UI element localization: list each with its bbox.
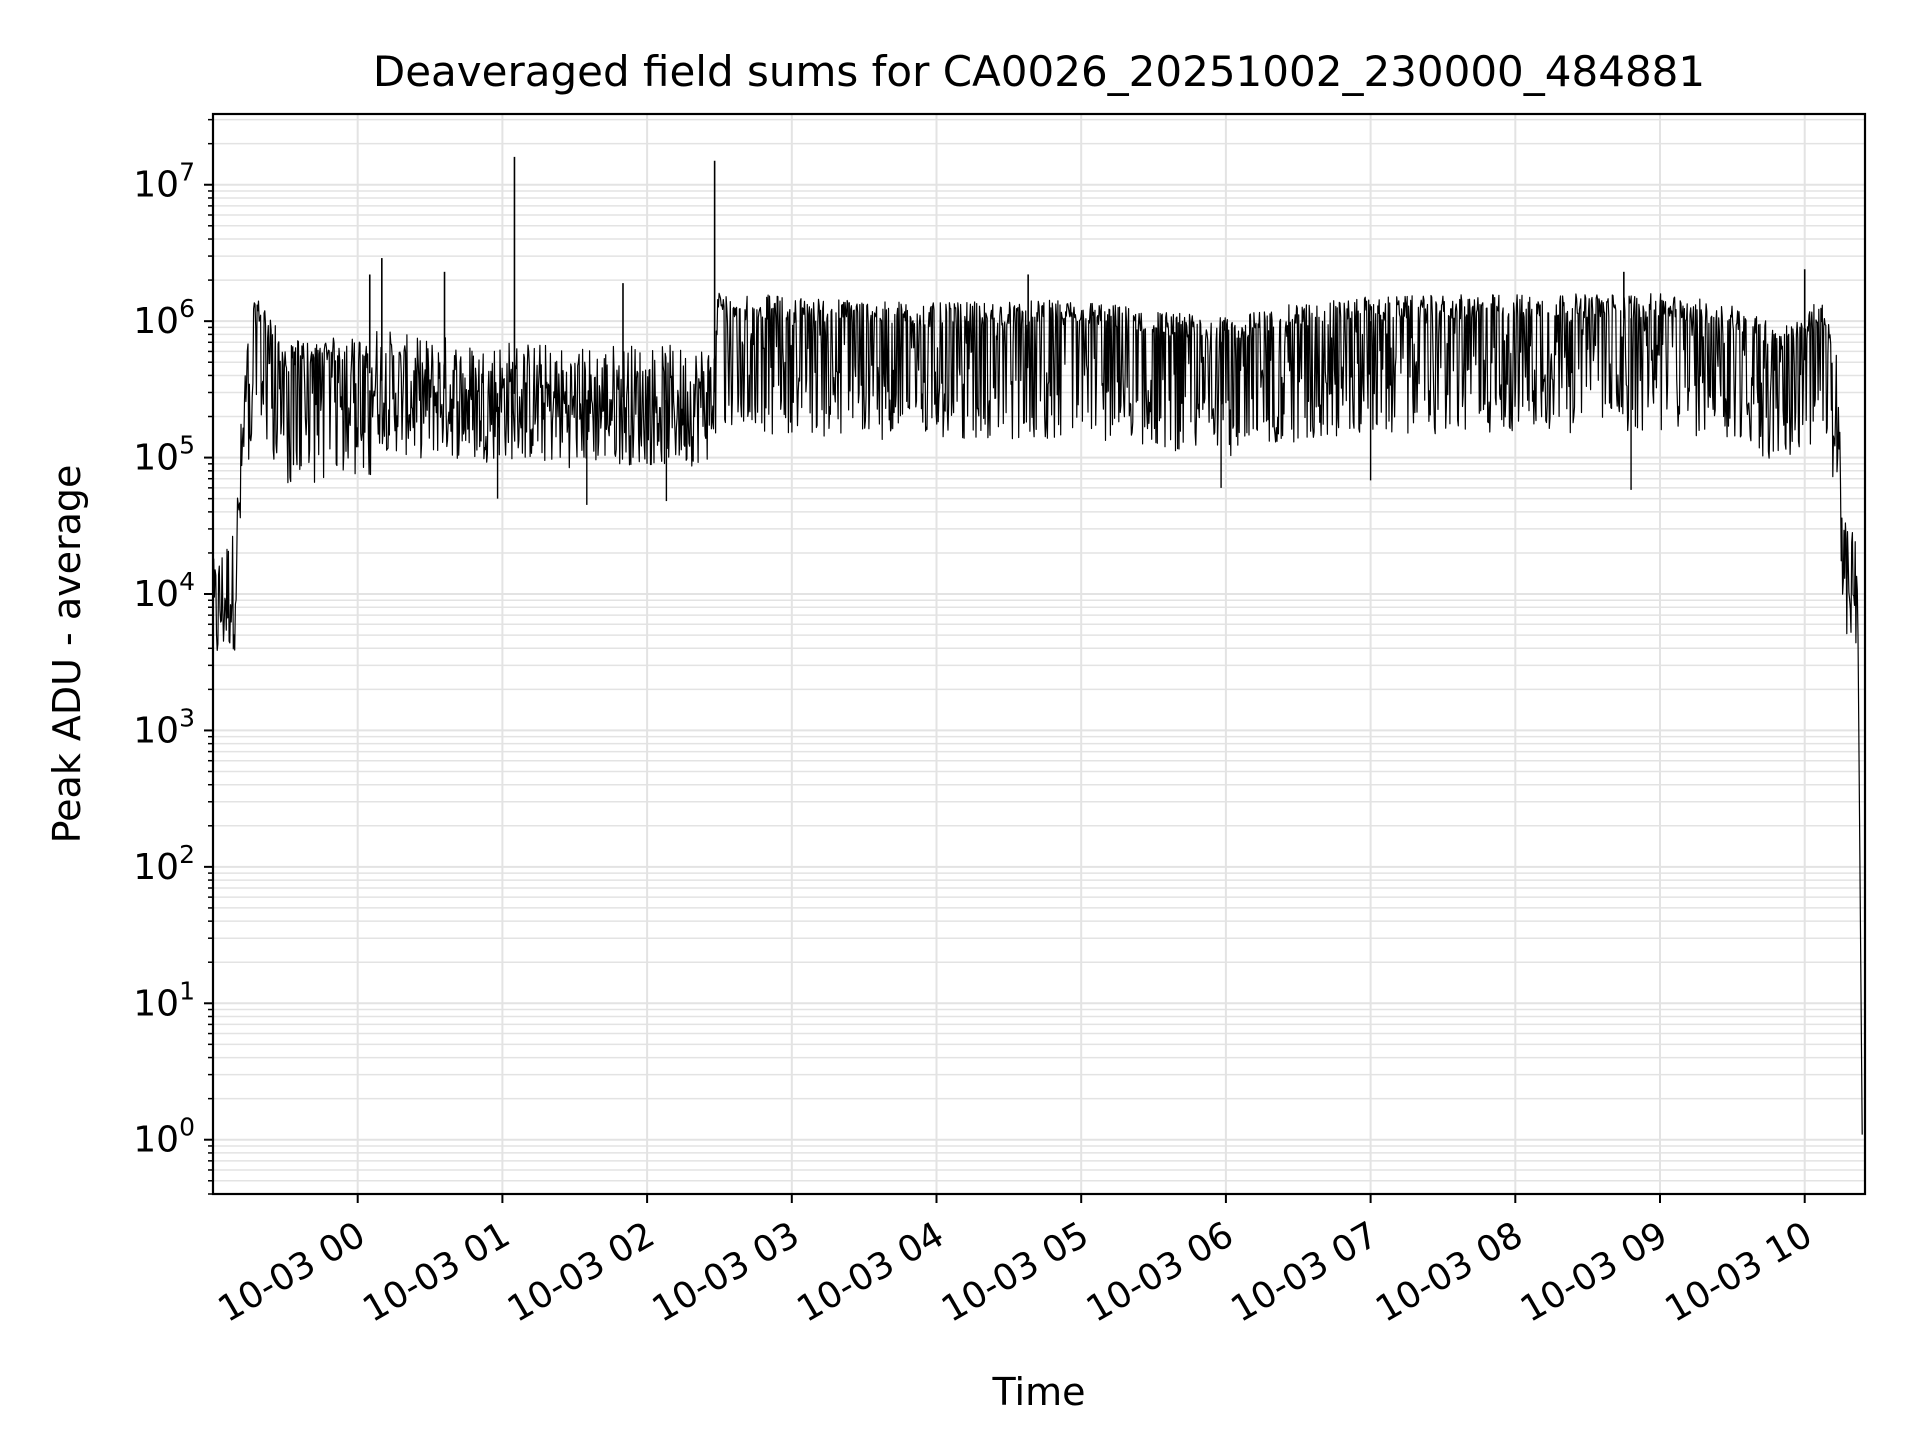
series-layer bbox=[212, 156, 1863, 1135]
y-tick-label: 102 bbox=[133, 840, 195, 888]
y-tick-label: 103 bbox=[133, 703, 195, 751]
y-tick-label: 107 bbox=[133, 158, 195, 206]
y-tick-label: 106 bbox=[133, 294, 195, 342]
chart-title: Deaveraged field sums for CA0026_2025100… bbox=[373, 47, 1705, 96]
plot-frame bbox=[211, 112, 1867, 1196]
y-tick-label: 100 bbox=[133, 1113, 195, 1161]
y-tick-label: 104 bbox=[133, 567, 195, 615]
grid bbox=[213, 114, 1865, 1195]
series-line bbox=[212, 292, 1863, 1135]
y-tick-label: 101 bbox=[133, 976, 195, 1024]
x-axis-label: Time bbox=[992, 1370, 1086, 1414]
y-tick-label: 105 bbox=[133, 431, 195, 479]
y-axis-label: Peak ADU - average bbox=[45, 465, 89, 844]
